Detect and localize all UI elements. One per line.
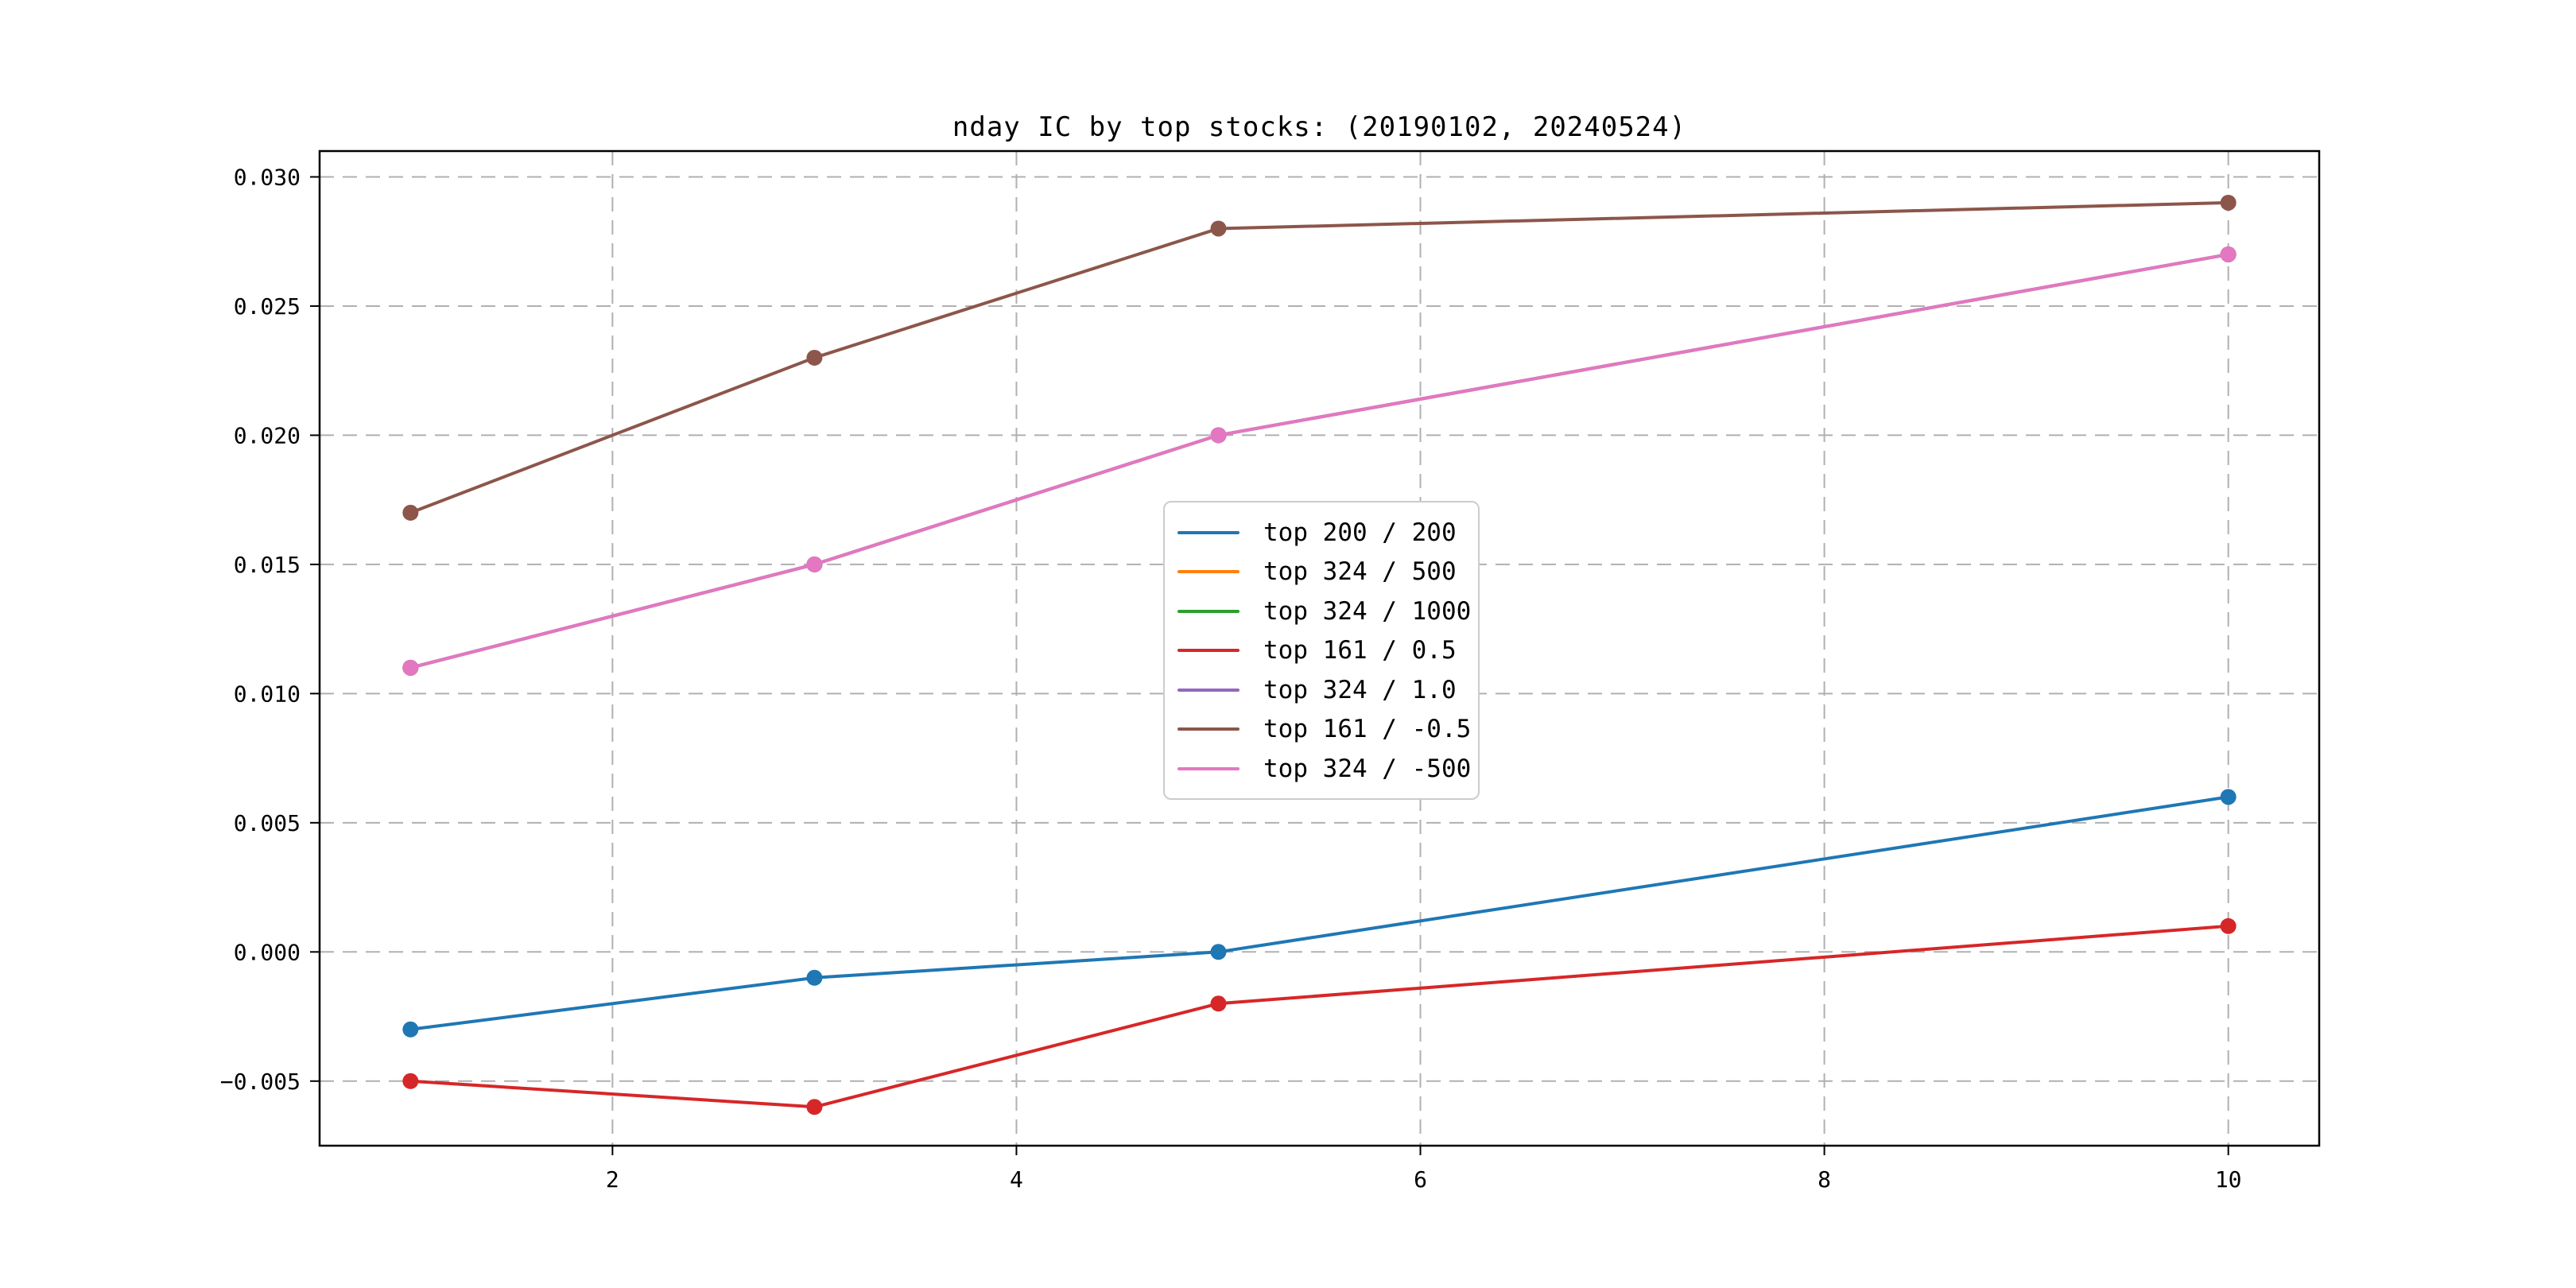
data-point-marker <box>402 659 419 676</box>
legend-item: top 161 / -0.5 <box>1165 715 1478 743</box>
y-tick-label: −0.005 <box>220 1069 301 1095</box>
plot-border <box>318 149 2321 1147</box>
y-tick-label: 0.030 <box>234 164 301 190</box>
legend-swatch <box>1177 530 1240 534</box>
data-point-marker <box>1210 944 1227 960</box>
axis-ticks <box>310 176 2229 1155</box>
legend-swatch <box>1177 766 1240 770</box>
x-tick-label: 4 <box>1010 1166 1023 1193</box>
data-point-marker <box>402 1021 419 1038</box>
y-tick-label: 0.020 <box>234 422 301 448</box>
legend-label: top 324 / 1000 <box>1263 596 1472 626</box>
data-point-marker <box>806 556 823 572</box>
tick-labels: −0.005 0.000 0.005 0.010 0.015 0.020 0.025 0.03… <box>220 164 2242 1193</box>
series-line <box>410 924 2229 1109</box>
y-tick-label: 0.005 <box>234 810 301 836</box>
series-line <box>410 795 2229 1031</box>
y-tick-label: 0.025 <box>234 293 301 320</box>
legend-item: top 324 / 500 <box>1165 557 1478 586</box>
data-point-marker <box>1210 220 1227 237</box>
series-line <box>409 253 2229 669</box>
legend-item: top 324 / -500 <box>1165 755 1478 783</box>
legend-swatch <box>1177 727 1240 731</box>
data-point-marker <box>1210 995 1227 1012</box>
data-point-marker <box>1210 427 1227 444</box>
chart-title: nday IC by top stocks: (20190102, 202405… <box>952 111 1687 143</box>
x-tick-label: 10 <box>2215 1166 2242 1193</box>
y-tick-label: 0.010 <box>234 681 301 707</box>
y-tick-label: 0.000 <box>234 939 301 965</box>
legend-label: top 324 / 1.0 <box>1263 675 1457 704</box>
data-point-marker <box>806 1099 823 1115</box>
legend-label: top 324 / 500 <box>1263 557 1457 586</box>
legend-item: top 324 / 1000 <box>1165 597 1478 626</box>
legend-item: top 200 / 200 <box>1165 518 1478 547</box>
data-point-marker <box>806 969 823 986</box>
series-top-161-0.5 <box>402 918 2237 1115</box>
legend-swatch <box>1177 688 1240 692</box>
data-point-marker <box>2220 194 2237 211</box>
data-point-marker <box>402 504 419 521</box>
series-top-324--500 <box>402 246 2237 676</box>
legend-item: top 324 / 1.0 <box>1165 676 1478 704</box>
x-tick-label: 2 <box>606 1166 619 1193</box>
legend-label: top 161 / -0.5 <box>1263 715 1472 743</box>
legend-swatch <box>1177 609 1240 613</box>
legend-swatch <box>1177 649 1240 652</box>
data-point-marker <box>2220 246 2237 262</box>
legend: top 200 / 200 top 324 / 500 top 324 / 1000… <box>1163 501 1480 800</box>
series-line <box>409 200 2229 514</box>
y-tick-label: 0.015 <box>234 552 301 578</box>
series-top-200-200 <box>402 789 2237 1038</box>
x-tick-label: 8 <box>1818 1166 1831 1193</box>
legend-label: top 324 / -500 <box>1263 754 1472 783</box>
legend-label: top 161 / 0.5 <box>1263 636 1457 665</box>
data-point-marker <box>2220 789 2237 805</box>
legend-swatch <box>1177 570 1240 573</box>
legend-item: top 161 / 0.5 <box>1165 636 1478 665</box>
legend-label: top 200 / 200 <box>1263 518 1457 547</box>
data-point-marker <box>806 349 823 366</box>
data-point-marker <box>2220 918 2237 934</box>
data-point-marker <box>402 1073 419 1089</box>
x-tick-label: 6 <box>1414 1166 1427 1193</box>
series-top-161--0.5 <box>402 194 2237 521</box>
